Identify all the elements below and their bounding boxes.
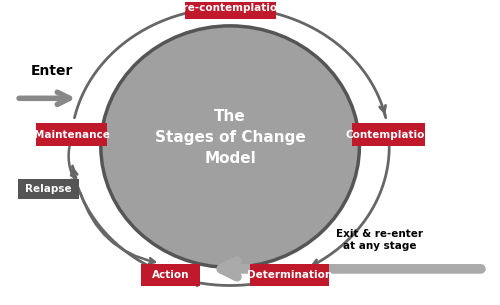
FancyBboxPatch shape (184, 0, 276, 19)
Text: Enter: Enter (31, 64, 74, 78)
Text: Determination: Determination (247, 271, 332, 280)
FancyBboxPatch shape (141, 264, 200, 286)
Text: Contemplation: Contemplation (345, 130, 432, 139)
Text: Pre-contemplation: Pre-contemplation (176, 3, 285, 13)
FancyBboxPatch shape (250, 264, 329, 286)
Text: Exit & re-enter
at any stage: Exit & re-enter at any stage (336, 229, 423, 251)
FancyBboxPatch shape (352, 124, 426, 145)
FancyBboxPatch shape (18, 179, 79, 199)
Text: Maintenance: Maintenance (34, 130, 110, 139)
Ellipse shape (101, 26, 359, 267)
Text: Action: Action (152, 271, 190, 280)
FancyBboxPatch shape (36, 124, 107, 145)
Text: The
Stages of Change
Model: The Stages of Change Model (154, 109, 306, 166)
Text: Relapse: Relapse (26, 184, 72, 194)
